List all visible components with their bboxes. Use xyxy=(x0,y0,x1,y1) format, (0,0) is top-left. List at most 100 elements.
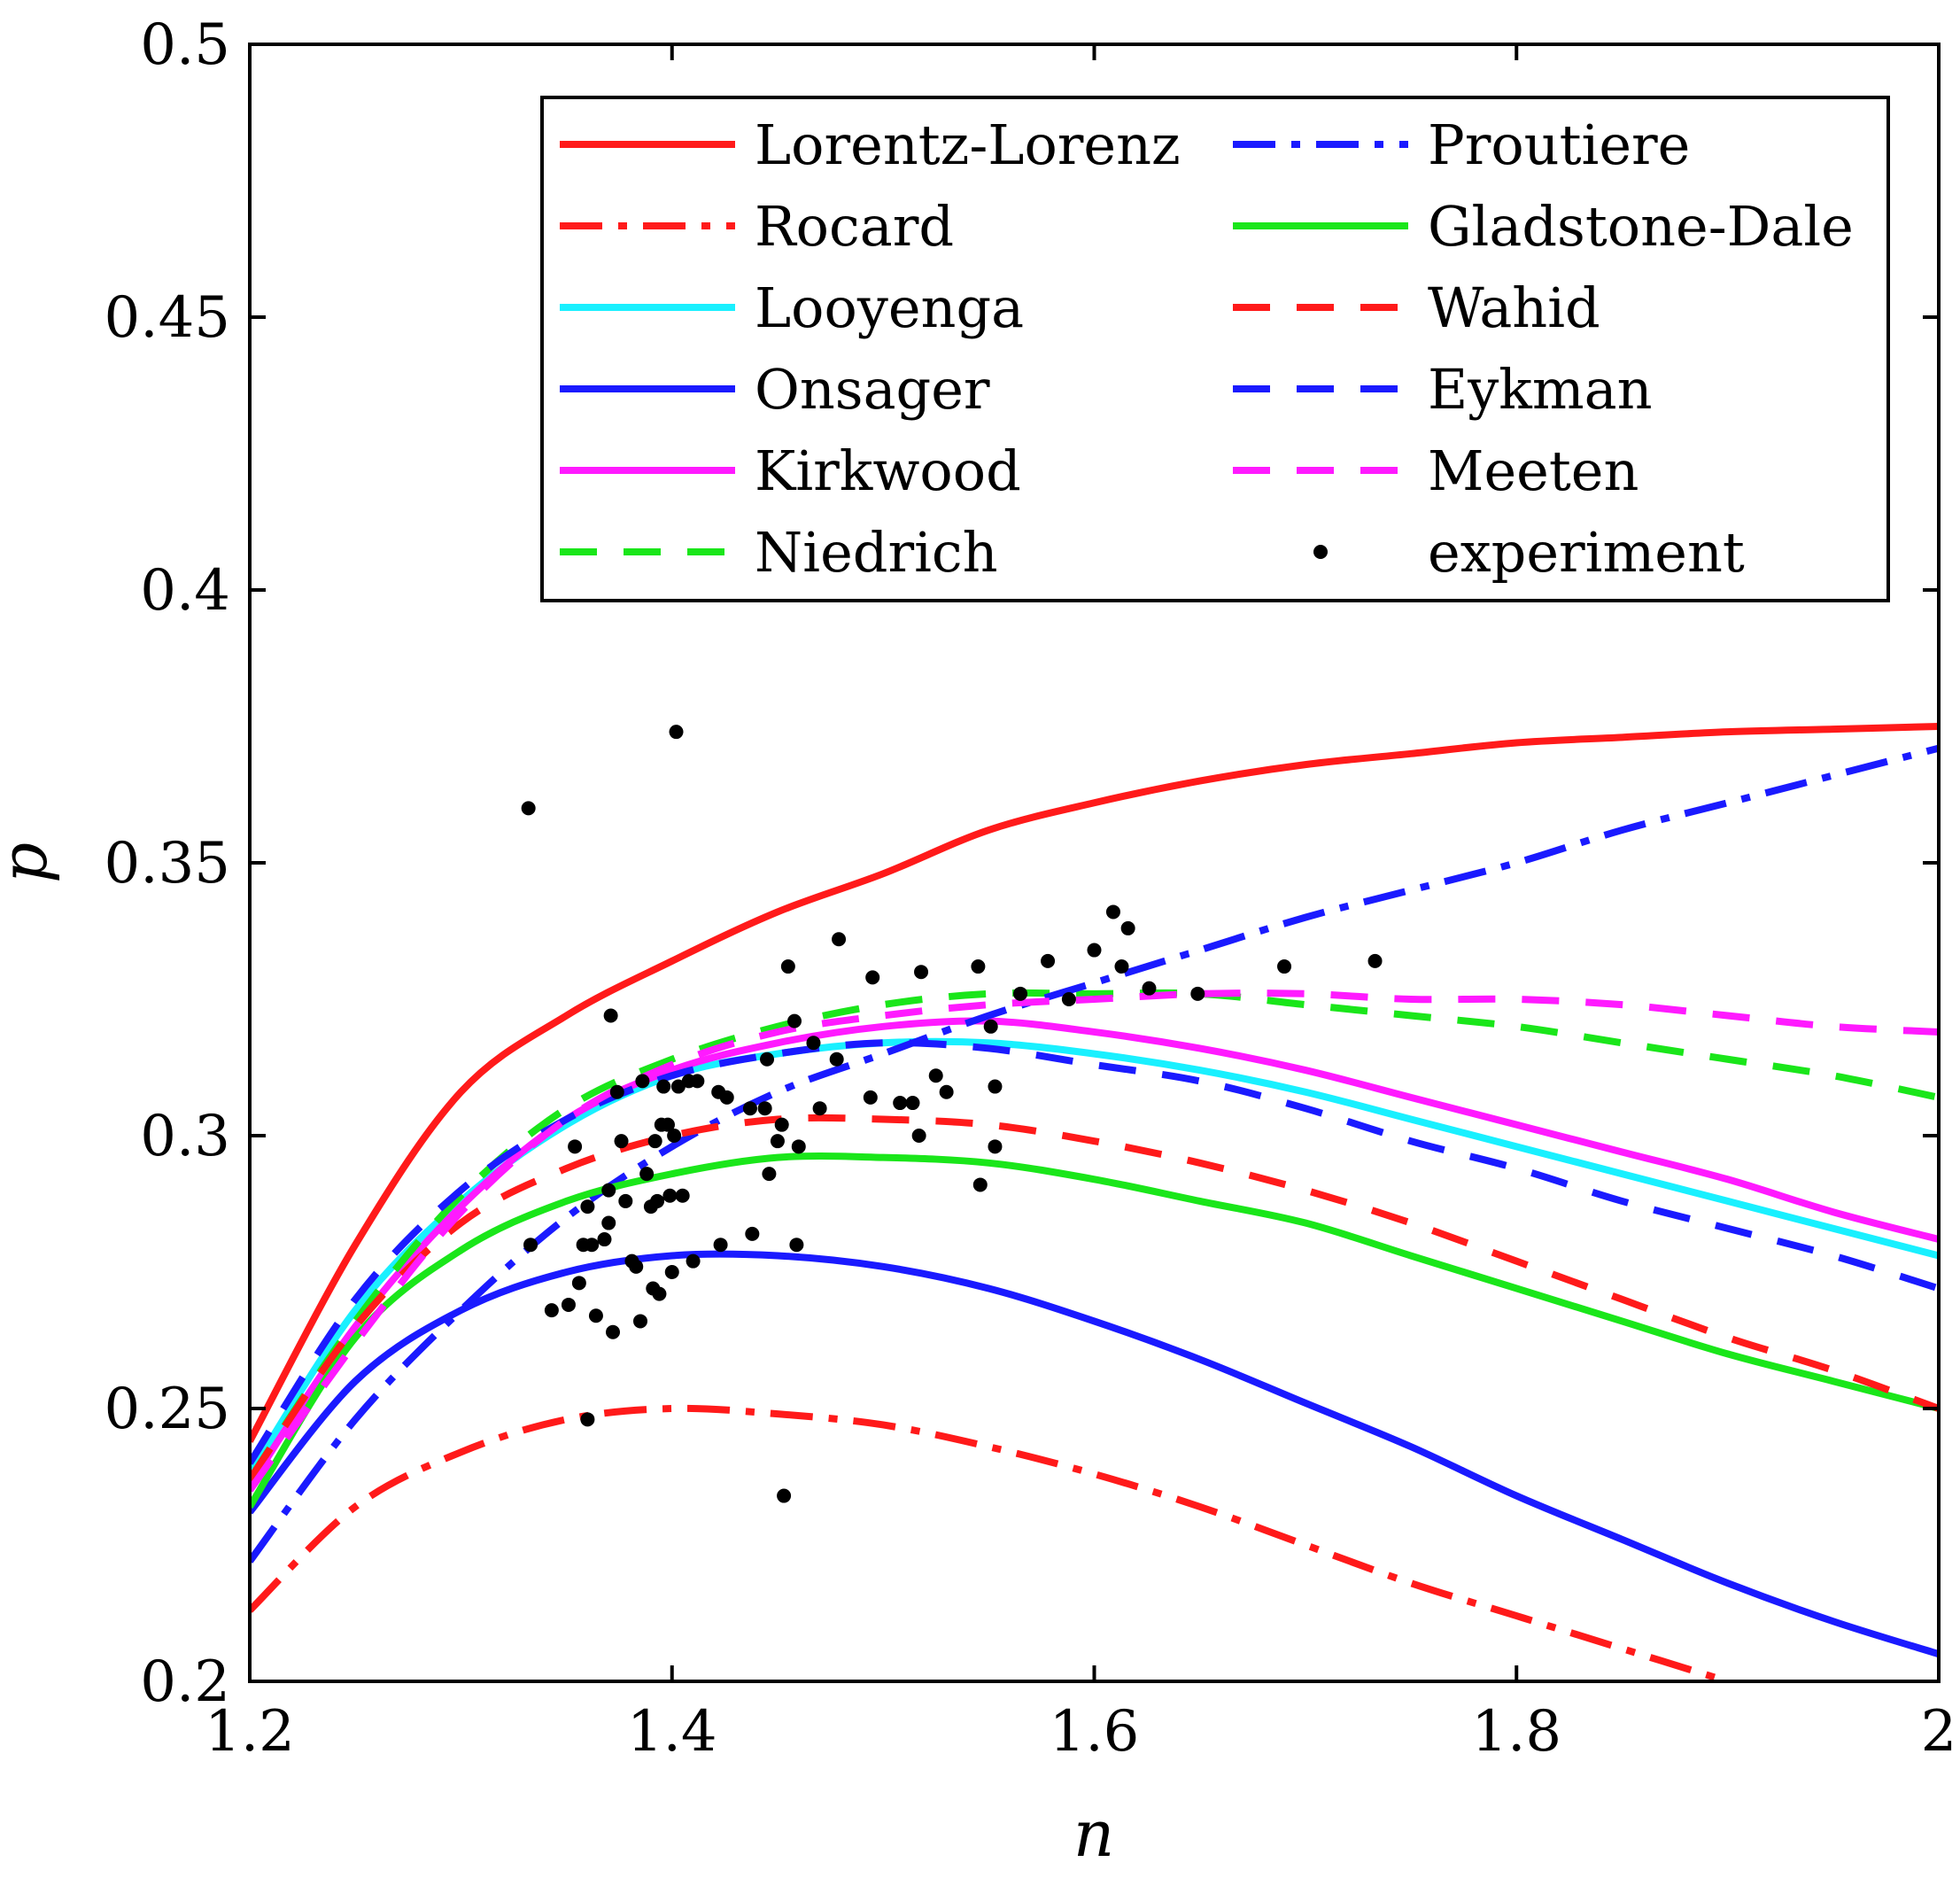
axis-tick-labels: 1.2 1.4 1.6 1.8 2 0.2 0.25 0.3 0.35 0.4 0.45 0.5 xyxy=(105,12,1957,1765)
experiment-point xyxy=(1114,959,1129,974)
y-tick-label: 0.25 xyxy=(105,1377,231,1442)
experiment-point xyxy=(770,1134,785,1149)
experiment-point xyxy=(1105,904,1120,920)
experiment-point xyxy=(713,1238,728,1253)
experiment-point xyxy=(1120,920,1135,935)
experiment-point xyxy=(983,1019,998,1034)
experiment-point xyxy=(719,1090,734,1105)
experiment-point xyxy=(1190,986,1205,1001)
experiment-point xyxy=(863,1090,878,1105)
experiment-point xyxy=(780,959,795,974)
experiment-point xyxy=(928,1068,943,1083)
legend-label-niedrich: Niedrich xyxy=(755,520,998,585)
experiment-point xyxy=(1041,953,1056,968)
experiment-point xyxy=(939,1084,954,1099)
experiment-point xyxy=(1277,959,1292,974)
experiment-point xyxy=(632,1314,647,1329)
experiment-point xyxy=(787,1013,802,1028)
experiment-point xyxy=(675,1188,690,1203)
x-tick-label: 1.6 xyxy=(1050,1699,1140,1765)
legend-label-gladstone-dale: Gladstone-Dale xyxy=(1428,194,1854,259)
experiment-point xyxy=(588,1308,603,1323)
series-line-proutiere xyxy=(250,744,1939,1564)
experiment-point xyxy=(757,1101,772,1116)
experiment-point xyxy=(762,1167,777,1182)
y-tick-label: 0.2 xyxy=(140,1649,230,1715)
series-line-rocard xyxy=(250,1404,1729,1681)
experiment-point xyxy=(1087,943,1102,958)
experiment-point xyxy=(609,1084,624,1099)
experiment-point xyxy=(742,1101,757,1116)
experiment-point xyxy=(580,1199,595,1214)
y-tick-label: 0.45 xyxy=(105,285,231,351)
experiment-point xyxy=(1013,986,1028,1001)
experiment-point xyxy=(664,1265,679,1279)
legend: Lorentz-Lorenz Rocard Looyenga Onsager Kirkw… xyxy=(540,96,1890,602)
experiment-point xyxy=(601,1215,616,1230)
x-tick-label: 1.2 xyxy=(205,1699,295,1765)
experiment-point xyxy=(777,1488,792,1503)
legend-marker-experiment xyxy=(1313,545,1328,559)
experiment-point xyxy=(893,1096,908,1111)
series-line-onsager xyxy=(250,1250,1939,1658)
experiment-point xyxy=(571,1276,586,1291)
experiment-point xyxy=(988,1139,1003,1154)
experiment-point xyxy=(667,1129,682,1143)
experiment-point xyxy=(639,1167,655,1182)
experiment-point xyxy=(614,1134,629,1149)
y-tick-label: 0.3 xyxy=(140,1104,230,1169)
experiment-point xyxy=(1367,953,1383,968)
legend-label-onsager: Onsager xyxy=(755,357,990,422)
experiment-point xyxy=(829,1052,844,1067)
experiment-point xyxy=(670,1079,686,1094)
experiment-point xyxy=(521,801,536,816)
legend-box xyxy=(540,96,1890,602)
experiment-point xyxy=(656,1079,671,1094)
experiment-point xyxy=(812,1101,827,1116)
x-axis-label: n xyxy=(1073,1797,1114,1871)
legend-label-eykman: Eykman xyxy=(1428,357,1653,422)
x-tick-label: 1.8 xyxy=(1471,1699,1561,1765)
series-line-niedrich xyxy=(250,989,1939,1482)
experiment-point xyxy=(1142,981,1157,996)
experiment-point xyxy=(561,1297,576,1312)
experiment-point xyxy=(544,1303,559,1318)
experiment-point xyxy=(580,1412,595,1427)
series-line-lorentz-lorenz xyxy=(250,723,1939,1443)
experiment-point xyxy=(603,1008,618,1023)
experiment-point xyxy=(669,725,684,740)
experiment-point xyxy=(911,1129,926,1143)
legend-label-wahid: Wahid xyxy=(1428,275,1600,340)
legend-label-kirkwood: Kirkwood xyxy=(755,438,1021,503)
series-line-eykman xyxy=(250,1039,1939,1465)
experiment-point xyxy=(568,1139,583,1154)
experiment-point xyxy=(660,1117,675,1132)
experiment-point xyxy=(523,1238,538,1253)
experiment-point xyxy=(690,1074,705,1089)
series-layer xyxy=(250,723,1939,1681)
experiment-point xyxy=(647,1134,662,1149)
experiment-point xyxy=(745,1226,760,1241)
experiment-point xyxy=(650,1193,665,1208)
experiment-point xyxy=(789,1238,804,1253)
experiment-point xyxy=(635,1074,650,1089)
experiment-point xyxy=(686,1253,701,1269)
experiment-point xyxy=(1061,992,1076,1006)
y-tick-label: 0.35 xyxy=(105,831,231,896)
experiment-point xyxy=(791,1139,806,1154)
experiment-point xyxy=(988,1079,1003,1094)
experiment-point xyxy=(806,1036,821,1051)
axis-ticks xyxy=(248,43,1941,1683)
experiment-point xyxy=(914,965,929,980)
experiment-point xyxy=(905,1096,920,1111)
experiment-point xyxy=(832,932,847,947)
experiment-point xyxy=(774,1117,789,1132)
y-tick-label: 0.5 xyxy=(140,12,230,78)
series-line-wahid xyxy=(250,1114,1939,1482)
experiment-point xyxy=(652,1286,667,1301)
experiment-point xyxy=(865,970,880,985)
legend-label-looyenga: Looyenga xyxy=(755,275,1024,340)
y-tick-label: 0.4 xyxy=(140,558,230,624)
experiment-point xyxy=(585,1238,600,1253)
experiment-point xyxy=(601,1183,616,1198)
